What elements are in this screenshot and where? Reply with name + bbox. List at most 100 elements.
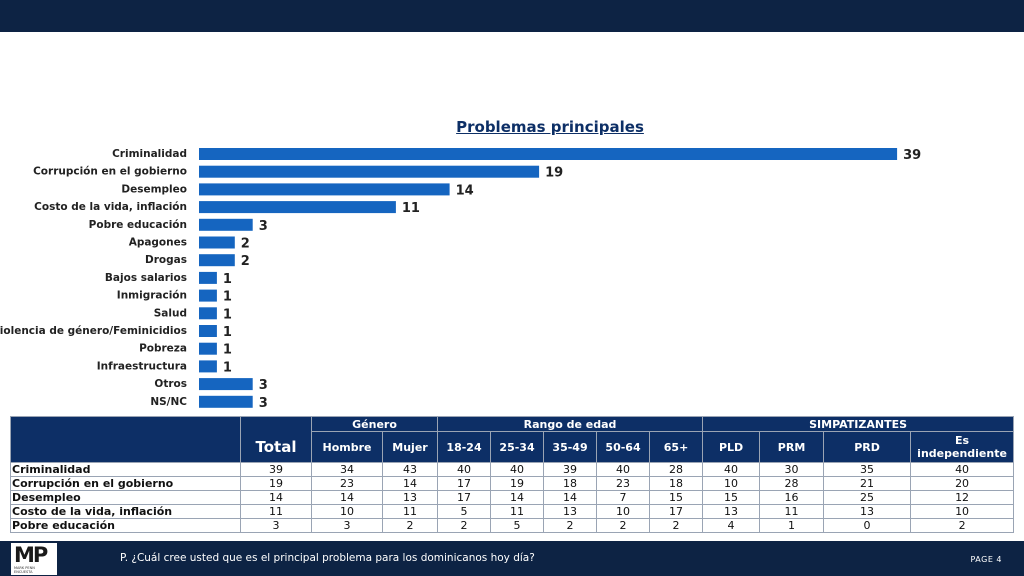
table-cell: 2	[543, 518, 598, 533]
category-label: Otros	[154, 378, 187, 390]
table-cell: 28	[759, 476, 825, 491]
table-cell: 34	[311, 462, 383, 477]
table-cell: 17	[437, 490, 492, 505]
table-row: Pobre educación 3 3 2 2 5 2 2 2 4 1 0 2	[10, 518, 1015, 533]
table-cell: 14	[381, 476, 439, 491]
col-25-34: 25-34	[490, 431, 545, 463]
value-label: 11	[402, 201, 420, 216]
category-label: Apagones	[129, 237, 187, 249]
table-cell: 11	[381, 504, 439, 519]
table-cell: 13	[543, 504, 598, 519]
question-text: P. ¿Cuál cree usted que es el principal …	[120, 552, 535, 564]
col-prm: PRM	[759, 431, 825, 463]
category-label: Pobreza	[139, 343, 187, 355]
table-cell: 11	[240, 504, 312, 519]
bar	[199, 165, 540, 178]
table-cell: 23	[596, 476, 651, 491]
table-cell: 14	[311, 490, 383, 505]
bar	[199, 395, 253, 408]
table-cell: 21	[823, 476, 912, 491]
col-50-64: 50-64	[596, 431, 651, 463]
table-cell: 14	[240, 490, 312, 505]
top-banner	[0, 0, 1024, 32]
table-cell: 10	[910, 504, 1015, 519]
table-row: Desempleo 14 14 13 17 14 14 7 15 15 16 25 12	[10, 490, 1015, 505]
bar	[199, 289, 217, 302]
table-row: Costo de la vida, inflación 11 10 11 5 11 13 10…	[10, 504, 1015, 519]
table-cell: 35	[823, 462, 912, 477]
group-edad: Rango de edad	[437, 416, 704, 432]
table-cell: 2	[910, 518, 1015, 533]
table-cell: 1	[759, 518, 825, 533]
bar	[199, 360, 217, 373]
table-cell: 25	[823, 490, 912, 505]
category-label: Criminalidad	[112, 148, 187, 160]
table-cell: 23	[311, 476, 383, 491]
value-label: 1	[223, 343, 232, 358]
value-label: 3	[259, 396, 268, 411]
col-prd: PRD	[823, 431, 912, 463]
category-label: Infraestructura	[97, 360, 187, 372]
value-label: 2	[241, 254, 250, 269]
table-cell: 40	[490, 462, 545, 477]
table-cell: 17	[649, 504, 704, 519]
crosstab-table: Total Género Rango de edad SIMPATIZANTES…	[10, 416, 1015, 533]
category-label: NS/NC	[150, 396, 187, 408]
bar	[199, 218, 253, 231]
col-65-plus: 65+	[649, 431, 704, 463]
value-label: 1	[223, 272, 232, 287]
table-cell: 17	[437, 476, 492, 491]
table-cell: 14	[543, 490, 598, 505]
value-label: 14	[456, 183, 474, 198]
row-label: Desempleo	[10, 490, 241, 505]
table-cell: 16	[759, 490, 825, 505]
value-label: 39	[903, 148, 921, 163]
logo-subtitle: MARK PENN ENCUESTA	[14, 566, 35, 574]
bar	[199, 254, 235, 267]
col-mujer: Mujer	[381, 431, 439, 463]
col-hombre: Hombre	[311, 431, 383, 463]
table-corner	[10, 416, 241, 463]
table-row: Criminalidad 39 34 43 40 40 39 40 28 40 30 35 40	[10, 462, 1015, 477]
table-cell: 15	[702, 490, 761, 505]
table-cell: 2	[596, 518, 651, 533]
table-cell: 2	[381, 518, 439, 533]
table-cell: 20	[910, 476, 1015, 491]
category-label: Inmigración	[117, 290, 187, 302]
value-label: 2	[241, 237, 250, 252]
category-label: Corrupción en el gobierno	[33, 166, 187, 178]
group-genero: Género	[310, 416, 439, 432]
table-cell: 40	[437, 462, 492, 477]
col-independiente: Es independiente	[910, 431, 1015, 463]
value-label: 3	[259, 219, 268, 234]
table-cell: 28	[649, 462, 704, 477]
bar	[199, 271, 217, 284]
table-cell: 30	[759, 462, 825, 477]
col-18-24: 18-24	[437, 431, 492, 463]
chart-title: Problemas principales	[456, 118, 644, 136]
table-cell: 3	[240, 518, 312, 533]
category-label: Bajos salarios	[105, 272, 187, 284]
category-label: Salud	[154, 307, 187, 319]
table-cell: 39	[543, 462, 598, 477]
table-cell: 5	[490, 518, 545, 533]
bar	[199, 236, 235, 249]
table-cell: 2	[437, 518, 492, 533]
value-label: 3	[259, 378, 268, 393]
table-cell: 7	[596, 490, 651, 505]
table-cell: 2	[649, 518, 704, 533]
category-label: Violencia de género/Feminicidios	[0, 325, 187, 337]
table-cell: 4	[702, 518, 761, 533]
table-cell: 18	[543, 476, 598, 491]
category-label: Costo de la vida, inflación	[34, 201, 187, 213]
table-cell: 39	[240, 462, 312, 477]
table-cell: 13	[702, 504, 761, 519]
table-cell: 43	[381, 462, 439, 477]
logo-mark: MP	[14, 543, 48, 567]
group-simpatizantes: SIMPATIZANTES	[702, 416, 1015, 432]
table-cell: 14	[490, 490, 545, 505]
col-pld: PLD	[702, 431, 761, 463]
table-cell: 11	[490, 504, 545, 519]
table-cell: 10	[311, 504, 383, 519]
bar	[199, 342, 217, 355]
